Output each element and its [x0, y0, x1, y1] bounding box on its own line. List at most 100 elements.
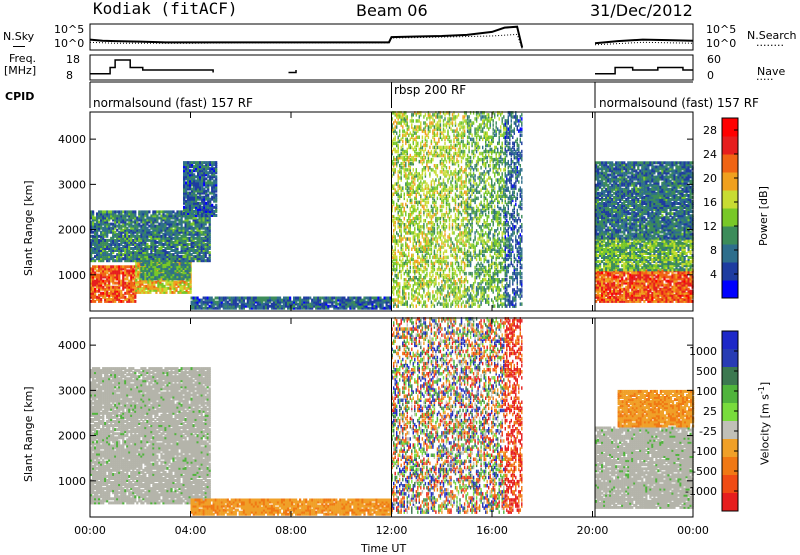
nsky-series-line — [595, 40, 693, 44]
heatmap-cell — [124, 292, 126, 295]
heatmap-cell — [110, 237, 112, 240]
heatmap-cell — [94, 223, 96, 226]
heatmap-cell — [106, 284, 108, 287]
heatmap-cell — [102, 210, 104, 213]
heatmap-cell — [170, 221, 172, 224]
heatmap-cell — [176, 263, 178, 266]
heatmap-cell — [175, 281, 177, 284]
heatmap-cell — [156, 241, 158, 244]
heatmap-cell — [165, 287, 167, 290]
noise-panel — [90, 24, 693, 50]
heatmap-cell — [128, 210, 130, 213]
heatmap-cell — [120, 265, 122, 268]
heatmap-cell — [102, 292, 104, 295]
heatmap-cell — [176, 210, 178, 213]
heatmap-cell — [162, 210, 164, 213]
heatmap-cell — [118, 210, 120, 213]
heatmap-cell — [120, 225, 122, 228]
heatmap-cell — [138, 229, 140, 232]
heatmap-cell — [98, 265, 100, 268]
heatmap-cell — [162, 223, 164, 226]
heatmap-cell — [96, 269, 98, 272]
heatmap-cell — [96, 290, 98, 293]
heatmap-cell — [96, 265, 98, 268]
heatmap-cell — [94, 259, 96, 262]
heatmap-cell — [156, 271, 158, 274]
heatmap-cell — [188, 283, 190, 286]
heatmap-cell — [189, 273, 191, 276]
heatmap-cell — [132, 221, 134, 224]
heatmap-cell — [122, 253, 124, 256]
heatmap-cell — [144, 267, 146, 270]
heatmap-cell — [195, 231, 197, 234]
heatmap-cell — [94, 300, 96, 303]
heatmap-cell — [128, 269, 130, 272]
heatmap-cell — [154, 225, 156, 228]
heatmap-cell — [116, 214, 118, 217]
heatmap-cell — [118, 265, 120, 268]
heatmap-cell — [116, 233, 118, 236]
heatmap-cell — [178, 210, 180, 213]
heatmap-cell — [120, 247, 122, 250]
heatmap-cell — [152, 210, 154, 213]
heatmap-cell — [94, 280, 96, 283]
heatmap-cell — [130, 251, 132, 254]
heatmap-cell — [92, 247, 94, 250]
heatmap-cell — [172, 241, 174, 244]
heatmap-cell — [94, 255, 96, 258]
heatmap-cell — [98, 221, 100, 224]
heatmap-cell — [114, 231, 116, 234]
heatmap-cell — [136, 243, 138, 246]
heatmap-cell — [162, 243, 164, 246]
heatmap-cell — [108, 253, 110, 256]
heatmap-cell — [122, 265, 124, 268]
heatmap-cell — [112, 286, 114, 289]
heatmap-cell — [124, 296, 126, 299]
heatmap-cell — [181, 277, 183, 280]
heatmap-cell — [110, 286, 112, 289]
heatmap-cell — [142, 247, 144, 250]
heatmap-cell — [154, 259, 156, 262]
heatmap-cell — [156, 259, 158, 262]
heatmap-cell — [112, 255, 114, 258]
heatmap-cell — [158, 223, 160, 226]
heatmap-cell — [128, 280, 130, 283]
heatmap-cell — [126, 269, 128, 272]
heatmap-cell — [155, 287, 157, 290]
heatmap-cell — [98, 210, 100, 213]
heatmap-cell — [144, 210, 146, 213]
frequency-frame — [90, 55, 693, 80]
heatmap-cell — [106, 298, 108, 301]
heatmap-cell — [94, 288, 96, 291]
heatmap-cell — [178, 251, 180, 254]
heatmap-cell — [143, 285, 145, 288]
heatmap-cell — [162, 273, 164, 276]
heatmap-cell — [122, 294, 124, 297]
heatmap-cell — [158, 217, 160, 220]
heatmap-cell — [172, 249, 174, 252]
heatmap-cell — [160, 210, 162, 213]
heatmap-cell — [110, 298, 112, 301]
heatmap-cell — [104, 288, 106, 291]
heatmap-cell — [104, 239, 106, 242]
heatmap-cell — [172, 263, 174, 266]
heatmap-cell — [100, 210, 102, 213]
heatmap-cell — [108, 292, 110, 295]
heatmap-cell — [172, 221, 174, 224]
heatmap-cell — [170, 210, 172, 213]
heatmap-cell — [132, 282, 134, 285]
heatmap-cell — [92, 265, 94, 268]
heatmap-cell — [126, 227, 128, 230]
heatmap-cell — [140, 210, 142, 213]
heatmap-cell — [156, 263, 158, 266]
heatmap-cell — [155, 281, 157, 284]
heatmap-cell — [170, 253, 172, 256]
heatmap-cell — [120, 280, 122, 283]
heatmap-cell — [141, 287, 143, 290]
heatmap-cell — [183, 227, 185, 230]
heatmap-cell — [158, 210, 160, 213]
heatmap-cell — [137, 281, 139, 284]
heatmap-cell — [110, 265, 112, 268]
heatmap-cell — [140, 273, 142, 276]
heatmap-cell — [146, 277, 148, 280]
